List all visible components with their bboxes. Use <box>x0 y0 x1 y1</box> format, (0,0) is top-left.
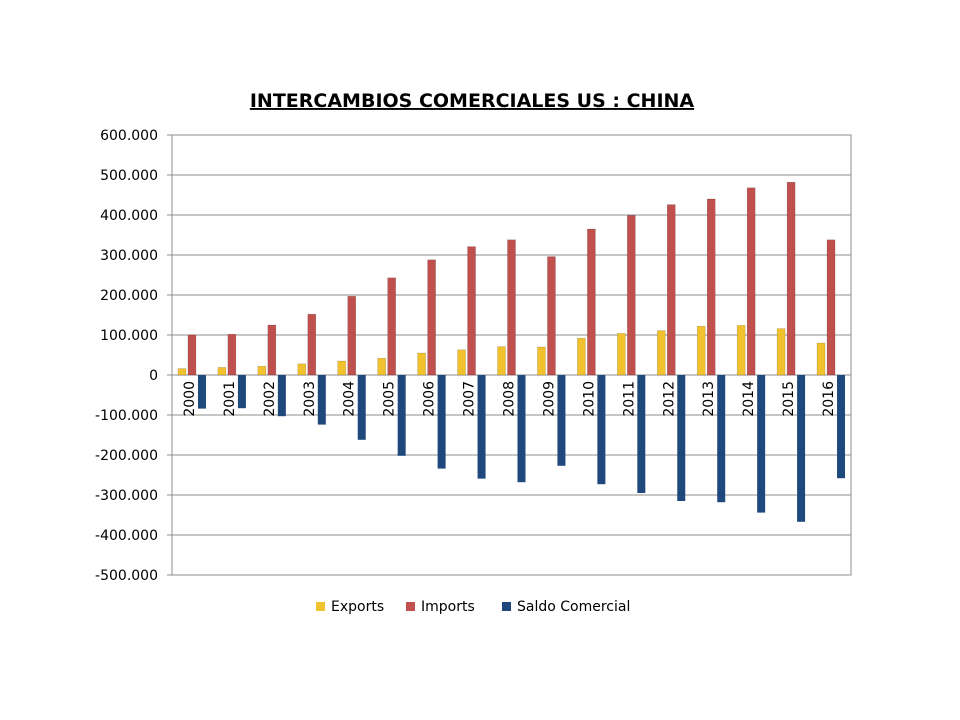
bar-imports-2014 <box>746 187 756 376</box>
y-tick-label: -300.000 <box>95 488 158 504</box>
legend-swatch-imports <box>406 602 415 611</box>
bar-imports-2003 <box>307 313 317 376</box>
y-tick-label: 300.000 <box>100 248 158 264</box>
bar-exports-2013 <box>696 325 706 376</box>
bar-imports-2010 <box>587 228 596 376</box>
y-tick-label: 200.000 <box>100 288 158 304</box>
y-tick-label: -100.000 <box>95 408 158 424</box>
legend: Exports Imports Saldo Comercial <box>316 599 630 615</box>
bar-imports-2001 <box>227 333 237 376</box>
bar-saldo-comercial-2004 <box>357 375 366 440</box>
bar-exports-2007 <box>457 349 466 376</box>
bar-exports-2010 <box>577 337 586 376</box>
legend-label-imports: Imports <box>421 599 475 615</box>
bars <box>177 181 846 522</box>
bar-exports-2000 <box>177 368 187 376</box>
bar-exports-2011 <box>617 333 626 376</box>
bar-saldo-comercial-2003 <box>317 375 326 425</box>
legend-swatch-saldo-comercial <box>502 602 511 611</box>
bar-exports-2002 <box>257 365 267 376</box>
x-tick-label: 2002 <box>262 381 278 417</box>
bar-saldo-comercial-2015 <box>797 375 806 522</box>
bar-imports-2004 <box>347 295 356 376</box>
legend-swatch-exports <box>316 602 325 611</box>
x-tick-label: 2005 <box>382 381 398 417</box>
bar-saldo-comercial-2009 <box>557 375 566 466</box>
bar-imports-2007 <box>467 246 476 376</box>
y-tick-label: -400.000 <box>95 528 158 544</box>
bar-exports-2008 <box>497 346 506 376</box>
bar-imports-2012 <box>667 204 676 376</box>
bar-saldo-comercial-2002 <box>277 375 286 417</box>
bar-imports-2015 <box>786 181 796 376</box>
x-tick-label: 2001 <box>222 381 238 417</box>
bar-exports-2009 <box>537 346 546 376</box>
bar-saldo-comercial-2016 <box>837 375 846 479</box>
bar-imports-2008 <box>507 239 516 376</box>
bar-exports-2003 <box>297 363 307 376</box>
x-tick-label: 2015 <box>781 381 797 417</box>
x-tick-label: 2006 <box>422 381 438 417</box>
legend-label-saldo-comercial: Saldo Comercial <box>517 599 630 615</box>
legend-label-exports: Exports <box>331 599 384 615</box>
bar-saldo-comercial-2008 <box>517 375 526 483</box>
bar-exports-2012 <box>657 330 666 376</box>
bar-imports-2011 <box>627 215 636 376</box>
bar-exports-2006 <box>417 352 426 376</box>
bar-exports-2004 <box>337 360 346 376</box>
bar-saldo-comercial-2013 <box>717 375 726 503</box>
x-axis: 2000 2001 2002 2003 2004 2005 2006 2007 2008 2009… <box>182 381 837 417</box>
bar-imports-2002 <box>267 324 277 376</box>
x-tick-label: 2013 <box>701 381 717 417</box>
bar-imports-2009 <box>547 256 556 376</box>
y-tick-label: 400.000 <box>100 208 158 224</box>
x-tick-label: 2000 <box>182 381 198 417</box>
x-tick-label: 2014 <box>741 381 757 417</box>
bar-exports-2014 <box>736 325 746 376</box>
bar-saldo-comercial-2012 <box>677 375 686 501</box>
y-tick-label: -200.000 <box>95 448 158 464</box>
bar-saldo-comercial-2006 <box>437 375 446 469</box>
bar-saldo-comercial-2011 <box>637 375 646 493</box>
x-tick-label: 2011 <box>621 381 637 417</box>
y-axis: 600.000 500.000 400.000 300.000 200.000 100.0… <box>95 128 172 584</box>
bar-imports-2006 <box>427 259 436 376</box>
bar-saldo-comercial-2001 <box>237 375 246 409</box>
gridlines <box>171 134 852 576</box>
bar-saldo-comercial-2005 <box>397 375 406 456</box>
x-tick-label: 2008 <box>502 381 518 417</box>
bar-saldo-comercial-2010 <box>597 375 606 485</box>
y-tick-label: 0 <box>149 368 158 384</box>
x-tick-label: 2003 <box>302 381 318 417</box>
x-tick-label: 2010 <box>581 381 597 417</box>
bar-exports-2016 <box>816 342 826 376</box>
x-tick-label: 2007 <box>462 381 478 417</box>
y-tick-label: 100.000 <box>100 328 158 344</box>
x-tick-label: 2004 <box>342 381 358 417</box>
x-tick-label: 2009 <box>541 381 557 417</box>
bar-exports-2005 <box>377 357 386 376</box>
bar-exports-2015 <box>776 328 786 376</box>
bar-saldo-comercial-2007 <box>477 375 486 479</box>
bar-saldo-comercial-2000 <box>197 375 206 409</box>
bar-exports-2001 <box>217 367 227 376</box>
bar-imports-2005 <box>387 277 396 376</box>
bar-imports-2013 <box>706 198 716 376</box>
y-tick-label: 500.000 <box>100 168 158 184</box>
y-tick-label: -500.000 <box>95 568 158 584</box>
bar-imports-2000 <box>187 334 197 376</box>
bar-saldo-comercial-2014 <box>757 375 766 513</box>
y-tick-label: 600.000 <box>100 128 158 144</box>
x-tick-label: 2012 <box>661 381 677 417</box>
chart-title: INTERCAMBIOS COMERCIALES US : CHINA <box>250 90 695 112</box>
x-tick-label: 2016 <box>821 381 837 417</box>
bar-imports-2016 <box>826 239 836 376</box>
